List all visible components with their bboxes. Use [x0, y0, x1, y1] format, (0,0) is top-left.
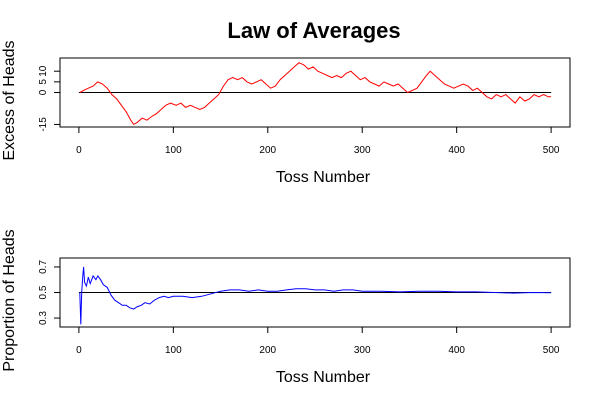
x-tick-label: 0: [76, 145, 82, 156]
x-tick-label: 100: [165, 145, 182, 156]
excess-series-line: [79, 62, 552, 126]
y-tick-label: 0.5: [38, 285, 49, 299]
x-tick-label: 500: [543, 145, 560, 156]
y-tick-label: 0.3: [38, 311, 49, 325]
chart-title: Law of Averages: [227, 18, 400, 43]
x-axis-label: Toss Number: [276, 169, 371, 186]
x-tick-label: 200: [259, 145, 276, 156]
x-tick-label: 400: [448, 145, 465, 156]
y-axis-label: Excess of Heads: [1, 40, 18, 160]
x-tick-label: 0: [76, 345, 82, 356]
excess-of-heads-panel: 0 100 200 300 400 500 -15 0 5 10 Toss Number Excess…: [1, 40, 571, 186]
y-tick-label: 0: [38, 89, 49, 95]
x-tick-label: 400: [448, 345, 465, 356]
y-tick-label: 5: [38, 79, 49, 85]
proportion-of-heads-panel: 0 100 200 300 400 500 0.3 0.5 0.7 Toss Number Prop…: [1, 229, 571, 386]
y-tick-label: -15: [38, 117, 49, 132]
x-tick-label: 300: [354, 345, 371, 356]
x-tick-label: 100: [165, 345, 182, 356]
y-axis-label: Proportion of Heads: [1, 229, 18, 371]
y-tick-label: 0.7: [38, 260, 49, 274]
proportion-series-line: [79, 266, 552, 325]
y-tick-label: 10: [38, 65, 49, 77]
x-tick-label: 500: [543, 345, 560, 356]
x-axis-label: Toss Number: [276, 369, 371, 386]
x-tick-label: 300: [354, 145, 371, 156]
x-tick-label: 200: [259, 345, 276, 356]
